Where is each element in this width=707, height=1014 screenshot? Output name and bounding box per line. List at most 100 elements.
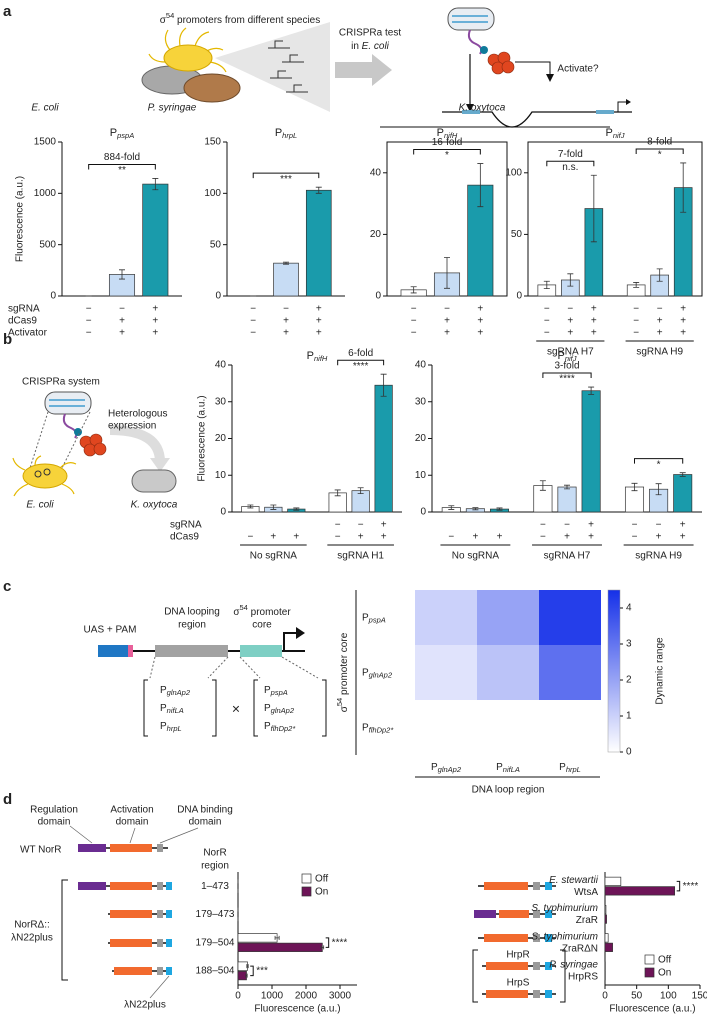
- x-tick-label: 1000: [261, 991, 284, 1002]
- condition-sign: +: [680, 520, 686, 531]
- significance: n.s.: [562, 162, 578, 173]
- bar: [237, 933, 278, 943]
- text-part: pspA: [270, 688, 288, 697]
- chart-title: PnifH: [307, 350, 328, 363]
- species-label: E. coli: [31, 103, 59, 114]
- diagram-label: PglnAp2: [160, 685, 191, 697]
- condition-sign: +: [316, 304, 322, 315]
- fold-change: 8-fold: [647, 137, 672, 148]
- text-part: glnAp2: [167, 688, 191, 697]
- category-species: S. typhimurium: [531, 931, 598, 942]
- condition-sign: +: [381, 520, 387, 531]
- diagram-label: HrpR: [506, 950, 529, 961]
- significance: *: [445, 150, 449, 161]
- fold-change: 6-fold: [348, 348, 373, 359]
- text-part: nifH: [444, 131, 458, 140]
- group-label: sgRNA H1: [337, 551, 384, 562]
- text-part: nifLA: [503, 765, 520, 774]
- bar: [604, 905, 607, 915]
- significance: ****: [559, 374, 575, 385]
- colorbar: [607, 589, 621, 753]
- category-label: 179–473: [196, 909, 235, 920]
- y-tick-label: 0: [50, 291, 56, 302]
- y-tick-label: 0: [215, 291, 221, 302]
- diagram-title: σ54 promoters from different species: [160, 11, 321, 26]
- heat-cell: [539, 700, 601, 755]
- diagram-label: Activation: [110, 805, 153, 816]
- text-part: hrpL: [282, 131, 297, 140]
- y-tick-label: 30: [415, 396, 427, 407]
- condition-sign: +: [293, 532, 299, 543]
- category-label: ZraRΔN: [562, 943, 598, 954]
- condition-sign: −: [444, 304, 450, 315]
- diagram-label: DNA binding: [177, 805, 233, 816]
- heat-cell: [415, 700, 477, 755]
- text-part: P: [160, 703, 167, 714]
- condition-label: sgRNA: [8, 304, 40, 315]
- condition-sign: +: [680, 328, 686, 339]
- condition-sign: −: [335, 532, 341, 543]
- y-tick-label: 30: [215, 396, 227, 407]
- y-tick-label: 40: [415, 360, 427, 371]
- text-part: flhDp2*: [271, 724, 297, 733]
- text-part: glnAp2: [438, 765, 462, 774]
- error-bar: [680, 162, 687, 213]
- condition-sign: −: [544, 316, 550, 327]
- error-bar: [679, 472, 686, 477]
- category-label: 188–504: [196, 966, 235, 977]
- text-part: P: [605, 127, 612, 139]
- y-tick-label: 0: [220, 507, 226, 518]
- text-part: P: [557, 350, 564, 362]
- condition-sign: −: [567, 304, 573, 315]
- condition-sign: −: [411, 316, 417, 327]
- text-part: 54: [166, 11, 174, 20]
- legend-label: Off: [315, 874, 328, 885]
- y-tick-label: 20: [415, 433, 427, 444]
- bar: [604, 914, 607, 924]
- condition-sign: −: [632, 532, 638, 543]
- text-part: 54: [240, 603, 248, 612]
- text-part: P: [307, 350, 314, 362]
- condition-sign: +: [477, 328, 483, 339]
- error-bar: [357, 487, 364, 495]
- bar: [604, 942, 613, 952]
- y-tick-label: 0: [420, 507, 426, 518]
- heat-cell: [477, 700, 539, 755]
- significance: ****: [332, 937, 348, 948]
- group-label: sgRNA H9: [636, 347, 683, 358]
- group-label: No sgRNA: [250, 551, 298, 562]
- error-bar: [543, 280, 550, 290]
- colorbar-tick-label: 2: [626, 675, 632, 686]
- diagram-label: NorRΔ::: [14, 920, 50, 931]
- chart-title: PnifH: [437, 127, 458, 140]
- text-part: P: [362, 612, 369, 623]
- condition-sign: +: [680, 304, 686, 315]
- text-part: flhDp2*: [369, 725, 395, 734]
- condition-sign: +: [477, 304, 483, 315]
- diagram-label: λN22plus: [11, 933, 53, 944]
- condition-sign: +: [152, 328, 158, 339]
- text-part: promoter core: [339, 632, 350, 697]
- diagram-label: σ54 promoter: [233, 603, 291, 618]
- species-label: K. oxytoca: [459, 103, 506, 114]
- condition-sign: +: [657, 316, 663, 327]
- text-part: promoter: [248, 607, 291, 618]
- condition-sign: −: [633, 304, 639, 315]
- significance-bracket: [542, 372, 592, 379]
- chart-title: PpspA: [110, 127, 134, 140]
- row-label: PpspA: [362, 612, 386, 624]
- x-axis-label: DNA loop region: [472, 785, 545, 796]
- diagram-label: in E. coli: [351, 41, 390, 52]
- condition-sign: +: [444, 316, 450, 327]
- condition-sign: −: [119, 304, 125, 315]
- col-label: PhrpL: [559, 762, 581, 774]
- group-label: No sgRNA: [452, 551, 500, 562]
- significance-bracket: [635, 148, 684, 154]
- fold-change: 3-fold: [554, 361, 579, 372]
- condition-sign: +: [591, 316, 597, 327]
- heat-cell: [477, 645, 539, 700]
- x-tick-label: 0: [235, 991, 241, 1002]
- legend-label: Off: [658, 955, 671, 966]
- error-bar: [590, 174, 597, 243]
- text-part: σ: [339, 705, 350, 712]
